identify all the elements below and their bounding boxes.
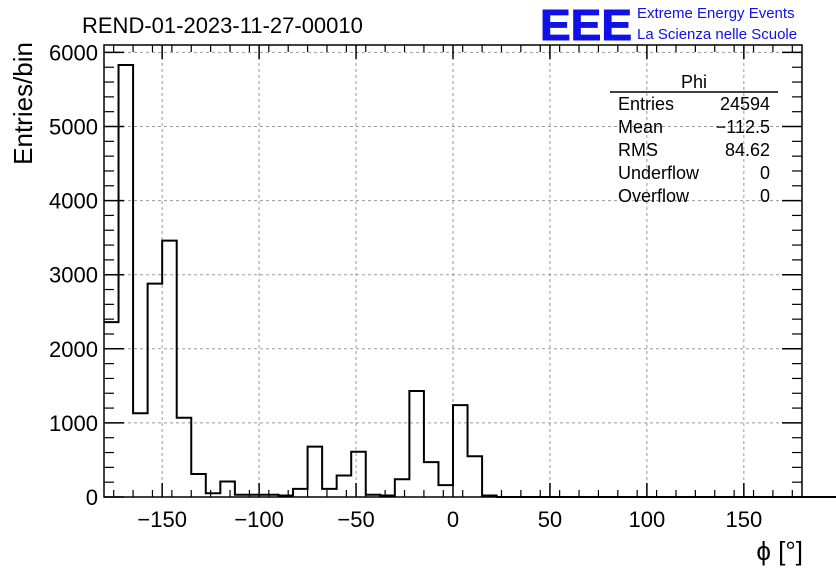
stats-label-rms: RMS [618, 140, 658, 160]
y-tick-label-0: 0 [86, 485, 98, 510]
histogram-bin-20 [395, 479, 410, 497]
histogram-bin-4 [162, 241, 177, 497]
histogram-bin-3 [148, 284, 163, 497]
y-tick-label-5: 5000 [49, 115, 98, 140]
histogram-bin-15 [322, 489, 337, 497]
stats-box: Phi Entries 24594 Mean −112.5 RMS 84.62 … [610, 72, 778, 206]
chart-title: REND-01-2023-11-27-00010 [82, 13, 363, 38]
eee-logo-line1: Extreme Energy Events [637, 5, 795, 22]
x-tick-label-2: −50 [337, 507, 374, 532]
y-tick-label-4: 4000 [49, 189, 98, 214]
x-tick-label-1: −100 [234, 507, 284, 532]
histogram-bin-6 [191, 474, 206, 497]
stats-value-overflow: 0 [760, 186, 770, 206]
x-tick-label-3: 0 [447, 507, 459, 532]
histogram-bin-24 [453, 405, 468, 497]
histogram-bin-13 [293, 489, 308, 497]
stats-value-rms: 84.62 [725, 140, 770, 160]
histogram-bin-22 [424, 462, 439, 497]
y-axis-label: Entries/bin [8, 42, 38, 165]
histogram-outline [104, 64, 836, 498]
x-tick-label-6: 150 [725, 507, 762, 532]
x-tick-label-4: 50 [538, 507, 562, 532]
stats-label-underflow: Underflow [618, 163, 700, 183]
histogram-bin-16 [337, 476, 352, 497]
histogram-bin-8 [220, 481, 235, 497]
stats-label-mean: Mean [618, 117, 663, 137]
stats-value-underflow: 0 [760, 163, 770, 183]
x-tick-label-0: −150 [137, 507, 187, 532]
histogram-bin-17 [351, 452, 366, 497]
x-axis-ticks: −150 −100 −50 0 50 100 150 [113, 45, 793, 532]
x-tick-label-5: 100 [629, 507, 666, 532]
stats-value-mean: −112.5 [716, 117, 770, 137]
y-axis-ticks: 0 1000 2000 3000 4000 5000 6000 [49, 40, 802, 510]
histogram-bin-21 [409, 391, 424, 497]
stats-value-entries: 24594 [720, 94, 770, 114]
histogram-bin-5 [177, 418, 192, 497]
stats-box-title: Phi [681, 72, 707, 92]
histogram-bin-2 [133, 413, 148, 497]
histogram-bin-14 [308, 447, 323, 497]
histogram-bin-1 [119, 65, 134, 497]
y-tick-label-6: 6000 [49, 40, 98, 65]
y-tick-label-3: 3000 [49, 263, 98, 288]
histogram-bin-23 [438, 485, 453, 497]
eee-logo-mark: EEE [540, 1, 632, 50]
histogram-bin-25 [468, 456, 483, 497]
eee-logo-line2: La Scienza nelle Scuole [637, 26, 797, 43]
histogram-bins [104, 64, 836, 498]
stats-label-entries: Entries [618, 94, 674, 114]
y-tick-label-1: 1000 [49, 411, 98, 436]
y-tick-label-2: 2000 [49, 337, 98, 362]
stats-label-overflow: Overflow [618, 186, 690, 206]
x-axis-label: ϕ [°] [756, 536, 803, 566]
